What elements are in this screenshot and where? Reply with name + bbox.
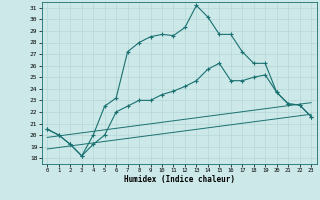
- X-axis label: Humidex (Indice chaleur): Humidex (Indice chaleur): [124, 175, 235, 184]
